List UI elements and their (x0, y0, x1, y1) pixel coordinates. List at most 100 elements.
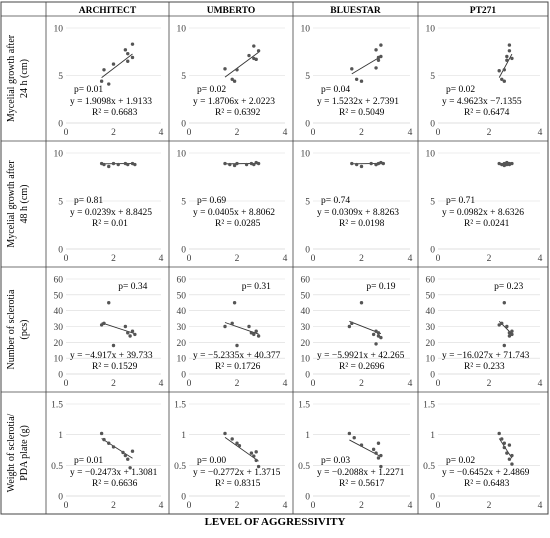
data-point (507, 443, 512, 447)
data-point (102, 437, 106, 442)
p-value-label: p= 0.31 (242, 282, 271, 292)
p-value-label: p= 0.69 (197, 196, 226, 206)
y-tick-label: 30 (301, 323, 311, 333)
x-tick-label: 0 (64, 254, 69, 264)
data-point (249, 331, 254, 335)
r-squared-label: R² = 0.6474 (464, 108, 510, 118)
x-tick-label: 0 (436, 254, 441, 264)
x-tick-label: 0 (436, 379, 441, 389)
regression-equation: y = 0.0405x + 8.8062 (193, 208, 275, 218)
r-squared-label: R² = 0.2696 (339, 362, 385, 372)
x-tick-label: 2 (235, 254, 240, 264)
data-point (374, 162, 378, 167)
data-point (376, 456, 381, 460)
y-tick-label: 1.5 (298, 401, 310, 411)
data-point (379, 453, 383, 458)
data-point (379, 464, 383, 469)
regression-equation: y = −0.6452x + 2.4869 (442, 468, 530, 478)
y-tick-label: 0 (305, 120, 310, 130)
x-tick-label: 4 (159, 128, 164, 138)
data-point (247, 324, 251, 329)
data-point (359, 301, 364, 305)
y-tick-label: 1.5 (174, 401, 186, 411)
data-point (249, 451, 254, 455)
data-point (247, 53, 251, 58)
data-point (359, 443, 364, 447)
regression-equation: y = −0.2772x + 1.3715 (193, 468, 281, 478)
p-value-label: p= 0.19 (366, 282, 395, 292)
y-tick-label: 5 (430, 198, 435, 208)
y-tick-label: 0 (430, 246, 435, 256)
y-tick-label: 10 (426, 25, 436, 35)
row-label-line: PDA plate (g) (19, 425, 30, 481)
data-point (510, 161, 514, 166)
x-tick-label: 0 (187, 379, 192, 389)
x-tick-label: 4 (408, 128, 413, 138)
data-point (254, 329, 258, 333)
data-point (126, 162, 130, 167)
y-tick-label: 0 (58, 246, 63, 256)
y-tick-label: 5 (58, 72, 63, 82)
data-point (376, 441, 381, 445)
y-tick-label: 1.5 (51, 401, 63, 411)
data-point (254, 458, 258, 463)
r-squared-label: R² = 0.0198 (339, 219, 385, 229)
data-point (379, 54, 383, 59)
data-point (507, 43, 512, 47)
data-point (130, 42, 135, 46)
y-tick-label: 0 (181, 120, 186, 130)
data-point (507, 162, 512, 167)
data-point (252, 332, 256, 337)
x-tick-label: 2 (235, 379, 240, 389)
data-point (505, 324, 509, 329)
x-tick-label: 2 (359, 379, 364, 389)
data-point (510, 332, 514, 337)
data-point (228, 162, 232, 167)
x-tick-label: 2 (235, 128, 240, 138)
x-tick-label: 0 (311, 501, 316, 511)
data-point (223, 67, 227, 71)
data-point (502, 445, 506, 450)
regression-equation: y = −5.2335x + 40.377 (193, 351, 281, 361)
y-tick-label: 1.5 (423, 401, 435, 411)
y-tick-label: 0 (58, 493, 63, 503)
data-point (252, 56, 256, 61)
y-tick-label: 5 (430, 72, 435, 82)
data-point (256, 334, 261, 338)
x-tick-label: 4 (538, 501, 543, 511)
data-point (369, 161, 373, 166)
r-squared-label: R² = 0.1529 (92, 362, 138, 372)
data-point (111, 161, 116, 166)
data-point (505, 58, 509, 62)
data-point (235, 441, 239, 445)
data-point (111, 62, 116, 66)
data-point (352, 436, 356, 440)
data-point (502, 68, 506, 72)
data-point (500, 77, 504, 82)
data-point (126, 457, 130, 461)
x-tick-label: 2 (359, 128, 364, 138)
column-header-architect: ARCHITECT (79, 6, 137, 16)
data-point (102, 321, 106, 326)
row-label-line: 48 h (cm) (19, 185, 30, 224)
p-value-label: p= 0.23 (494, 282, 523, 292)
y-tick-label: 10 (54, 355, 64, 365)
data-point (376, 58, 381, 62)
x-tick-label: 0 (436, 128, 441, 138)
data-point (232, 163, 237, 168)
r-squared-label: R² = 0.0241 (464, 219, 510, 229)
p-value-label: p= 0.02 (197, 85, 226, 95)
y-tick-label: 40 (426, 307, 436, 317)
x-tick-label: 2 (111, 501, 116, 511)
r-squared-label: R² = 0.5049 (339, 108, 385, 118)
x-axis-title: LEVEL OF AGGRESSIVITY (204, 516, 346, 528)
data-point (354, 162, 359, 167)
column-header-pt271: PT271 (470, 6, 497, 16)
regression-equation: y = −5.9921x + 42.265 (317, 351, 405, 361)
p-value-label: p= 0.34 (118, 282, 147, 292)
r-squared-label: R² = 0.6392 (215, 108, 261, 118)
data-point (121, 450, 125, 455)
y-tick-label: 10 (301, 355, 311, 365)
x-tick-label: 0 (64, 379, 69, 389)
y-tick-label: 0 (305, 371, 310, 381)
